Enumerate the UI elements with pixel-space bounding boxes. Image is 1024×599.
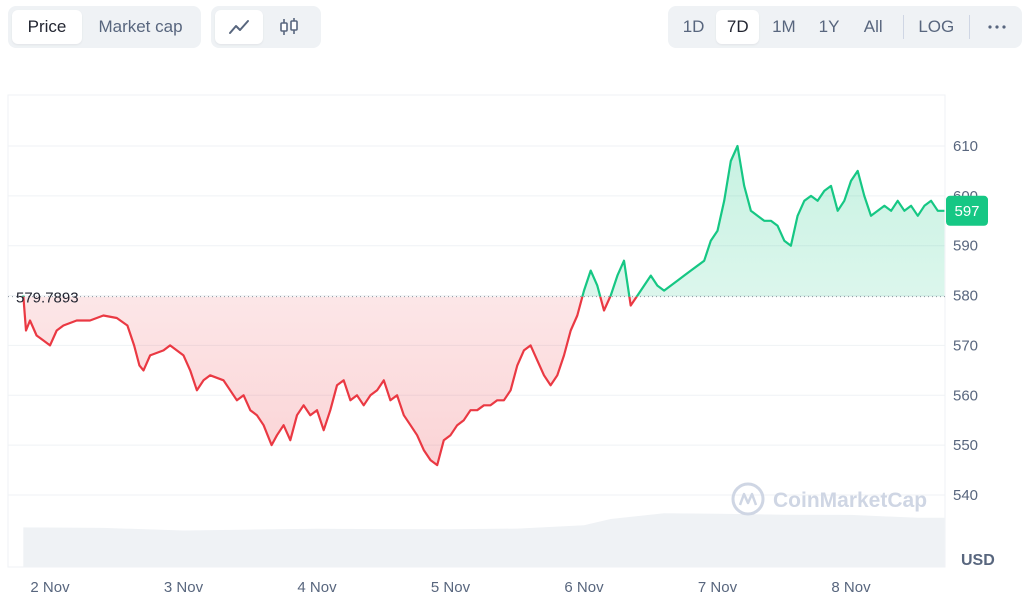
price-marketcap-toggle: Price Market cap	[8, 6, 201, 48]
coinmarketcap-watermark: CoinMarketCap	[731, 482, 927, 516]
more-icon[interactable]	[978, 10, 1017, 44]
chart-view-toggle	[211, 6, 321, 48]
range-all-button[interactable]: All	[863, 17, 883, 36]
candlestick-icon[interactable]	[265, 10, 313, 44]
x-axis: 2 Nov 3 Nov 4 Nov 5 Nov 6 Nov 7 Nov 8 Nov	[30, 579, 871, 596]
y-tick-label: 550	[953, 437, 978, 454]
coinmarketcap-logo-icon	[731, 482, 765, 516]
price-line-above-baseline	[22, 144, 945, 297]
x-tick-label: 5 Nov	[431, 579, 471, 596]
y-tick-label: 540	[953, 487, 978, 504]
x-tick-label: 2 Nov	[30, 579, 70, 596]
y-tick-label: 570	[953, 337, 978, 354]
line-chart-icon[interactable]	[215, 10, 263, 44]
x-tick-label: 8 Nov	[831, 579, 871, 596]
log-scale-button[interactable]: LOG	[918, 17, 955, 36]
x-tick-label: 3 Nov	[164, 579, 204, 596]
range-1y-button[interactable]: 1Y	[818, 17, 840, 36]
price-area-above-baseline	[23, 146, 945, 297]
current-price-badge: 597	[946, 195, 988, 226]
price-tab[interactable]: Price	[12, 10, 82, 44]
range-7d-button[interactable]: 7D	[716, 10, 760, 44]
time-range-toggle: 1D 7D 1M 1Y All LOG	[668, 6, 1022, 48]
current-price-label: 597	[954, 203, 979, 220]
watermark-text: CoinMarketCap	[773, 489, 927, 512]
y-tick-label: 560	[953, 387, 978, 404]
range-1m-button[interactable]: 1M	[772, 17, 796, 36]
market-cap-tab[interactable]: Market cap	[98, 17, 183, 36]
x-tick-label: 4 Nov	[297, 579, 337, 596]
y-tick-label: 580	[953, 288, 978, 305]
range-divider	[902, 15, 904, 39]
price-area-below-baseline	[23, 296, 637, 466]
x-tick-label: 7 Nov	[698, 579, 738, 596]
x-tick-label: 6 Nov	[564, 579, 604, 596]
range-1d-button[interactable]: 1D	[682, 17, 705, 36]
price-line-below-baseline	[22, 296, 639, 467]
range-divider	[968, 15, 970, 39]
baseline-value-label: 579.7893	[16, 290, 79, 307]
y-tick-label: 590	[953, 238, 978, 255]
y-axis: 540550560570580590600610	[953, 138, 978, 504]
y-tick-label: 610	[953, 138, 978, 155]
y-axis-unit-label: USD	[961, 552, 995, 569]
volume-area	[23, 513, 945, 567]
